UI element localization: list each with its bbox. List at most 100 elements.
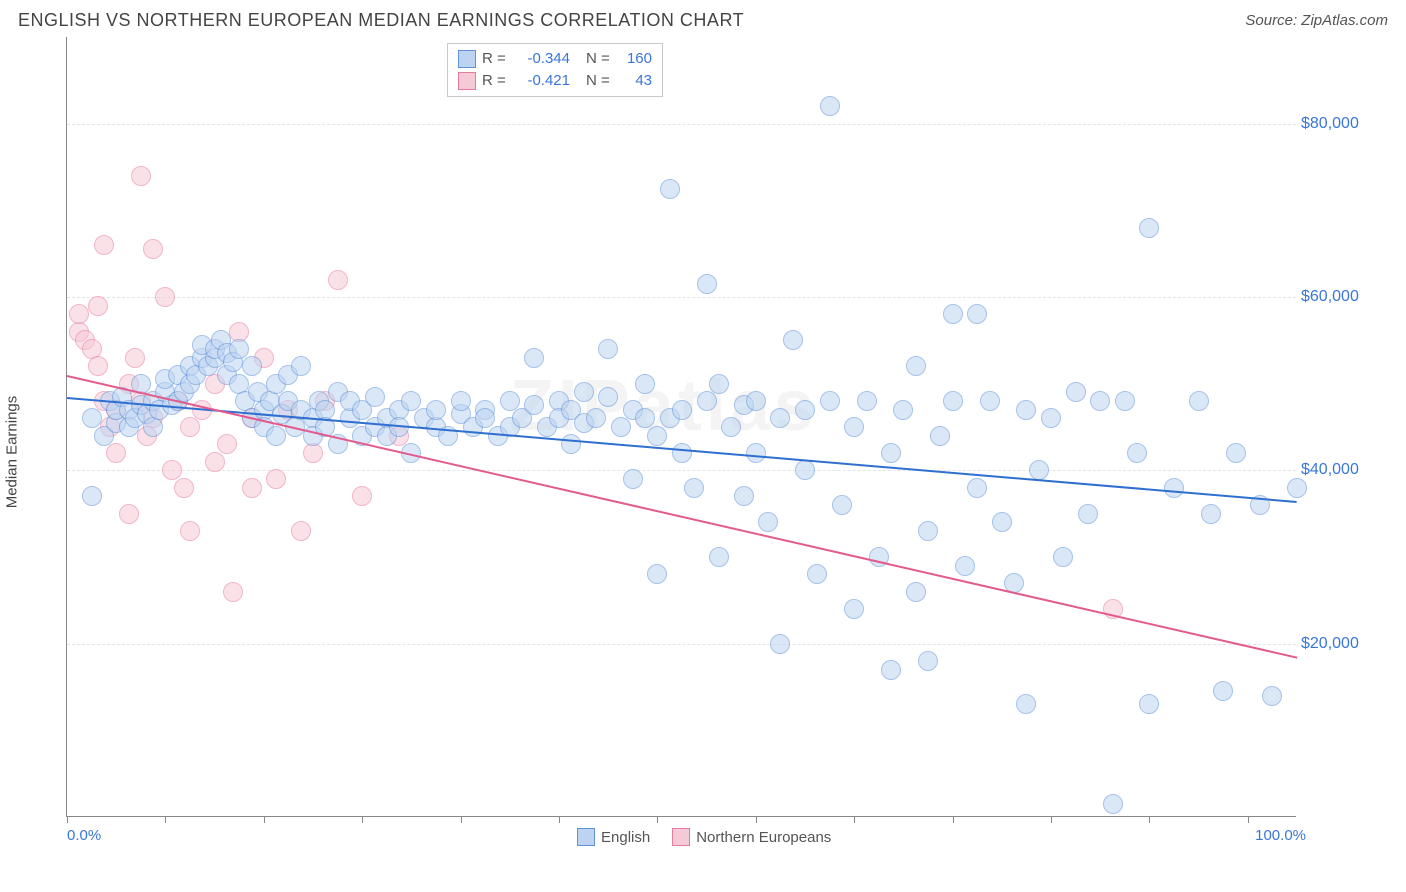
data-point [401,391,421,411]
data-point [586,408,606,428]
stat-label: N = [586,70,612,92]
stats-row: R =-0.421N =43 [458,70,652,92]
stat-label: R = [482,48,508,70]
data-point [352,486,372,506]
data-point [906,582,926,602]
data-point [291,356,311,376]
plot-area: $20,000$40,000$60,000$80,0000.0%100.0%ZI… [66,37,1296,817]
data-point [1041,408,1061,428]
data-point [881,660,901,680]
data-point [943,391,963,411]
legend-label: English [601,829,650,846]
data-point [697,391,717,411]
data-point [82,486,102,506]
data-point [611,417,631,437]
data-point [1164,478,1184,498]
x-tick [854,816,855,823]
data-point [672,400,692,420]
x-tick [756,816,757,823]
data-point [906,356,926,376]
stat-n: 43 [618,70,652,92]
legend-swatch [577,828,595,846]
data-point [125,348,145,368]
data-point [524,395,544,415]
x-tick [362,816,363,823]
y-axis-label: Median Earnings [4,396,21,509]
gridline [67,470,1296,471]
data-point [266,426,286,446]
data-point [1139,694,1159,714]
y-tick-label: $40,000 [1301,461,1376,479]
data-point [1127,443,1147,463]
data-point [783,330,803,350]
data-point [758,512,778,532]
data-point [1029,460,1049,480]
data-point [672,443,692,463]
data-point [992,512,1012,532]
data-point [746,391,766,411]
data-point [1103,794,1123,814]
data-point [1262,686,1282,706]
data-point [721,417,741,437]
data-point [69,304,89,324]
chart-area: Median Earnings $20,000$40,000$60,000$80… [18,37,1388,867]
x-tick [264,816,265,823]
data-point [598,339,618,359]
data-point [561,434,581,454]
stat-n: 160 [618,48,652,70]
stat-r: -0.344 [514,48,570,70]
data-point [660,179,680,199]
x-tick [1248,816,1249,823]
gridline [67,644,1296,645]
data-point [1189,391,1209,411]
data-point [242,356,262,376]
data-point [143,239,163,259]
data-point [426,400,446,420]
data-point [1090,391,1110,411]
legend-swatch [458,50,476,68]
data-point [955,556,975,576]
series-legend: English Northern Europeans [577,828,831,846]
data-point [242,478,262,498]
data-point [795,460,815,480]
data-point [1213,681,1233,701]
x-tick [953,816,954,823]
data-point [930,426,950,446]
y-tick-label: $20,000 [1301,635,1376,653]
data-point [635,408,655,428]
data-point [291,521,311,541]
data-point [574,382,594,402]
legend-item: Northern Europeans [672,828,831,846]
data-point [88,296,108,316]
data-point [143,417,163,437]
source-label: Source: ZipAtlas.com [1245,12,1388,29]
data-point [918,521,938,541]
data-point [967,304,987,324]
data-point [893,400,913,420]
chart-title: ENGLISH VS NORTHERN EUROPEAN MEDIAN EARN… [18,10,744,31]
data-point [1066,382,1086,402]
y-tick-label: $60,000 [1301,288,1376,306]
data-point [734,486,754,506]
stat-label: R = [482,70,508,92]
data-point [1115,391,1135,411]
data-point [795,400,815,420]
data-point [1139,218,1159,238]
data-point [229,339,249,359]
legend-label: Northern Europeans [696,829,831,846]
data-point [1016,400,1036,420]
data-point [131,166,151,186]
x-tick [1149,816,1150,823]
data-point [475,408,495,428]
data-point [770,408,790,428]
stats-legend: R =-0.344N =160R =-0.421N =43 [447,43,663,97]
data-point [1078,504,1098,524]
data-point [820,391,840,411]
data-point [647,426,667,446]
data-point [174,478,194,498]
legend-item: English [577,828,650,846]
data-point [881,443,901,463]
data-point [1201,504,1221,524]
gridline [67,124,1296,125]
x-tick [559,816,560,823]
